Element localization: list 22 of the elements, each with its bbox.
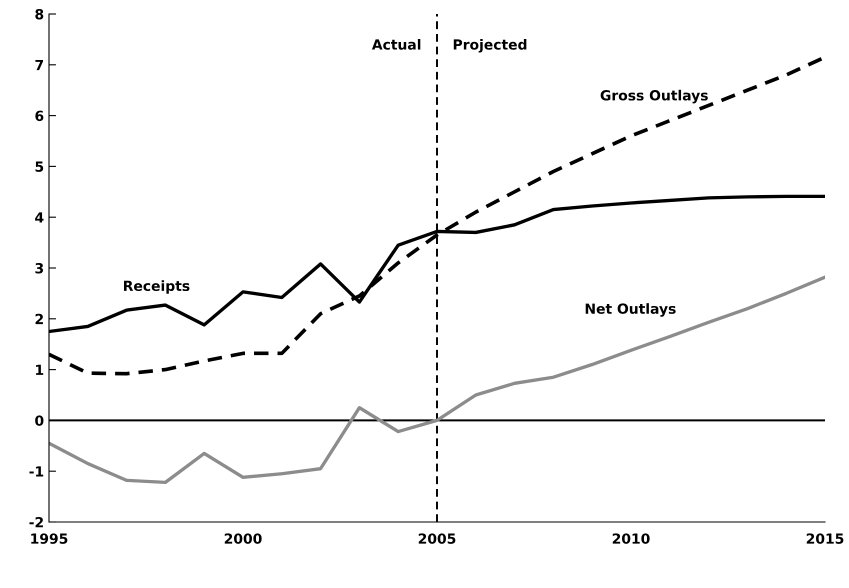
y-tick-label: 5 [36, 162, 44, 172]
y-tick-label: -1 [29, 466, 44, 476]
x-tick-label: 2010 [612, 533, 650, 544]
x-tick-label: 2005 [418, 533, 456, 544]
y-tick-label: 2 [36, 314, 43, 324]
y-tick-label: 8 [35, 8, 44, 20]
series-label: Receipts [124, 280, 190, 294]
annotation: Projected [454, 39, 526, 53]
x-tick-label: 1995 [31, 533, 68, 544]
series-label: Gross Outlays [600, 90, 708, 104]
y-tick-label: 6 [35, 110, 44, 122]
y-tick-label: 0 [35, 415, 44, 426]
y-tick-label: 3 [35, 262, 44, 274]
line-series [49, 275, 825, 484]
y-tick-label: 4 [35, 212, 44, 222]
series-label: Net Outlays [586, 303, 676, 317]
y-tick-label: -2 [29, 516, 43, 528]
x-tick-label: 2000 [224, 533, 262, 544]
x-tick-label: 2015 [806, 533, 844, 544]
y-tick-label: 7 [35, 60, 44, 70]
y-tick-label: 1 [36, 364, 44, 375]
annotation: Actual [372, 39, 420, 50]
